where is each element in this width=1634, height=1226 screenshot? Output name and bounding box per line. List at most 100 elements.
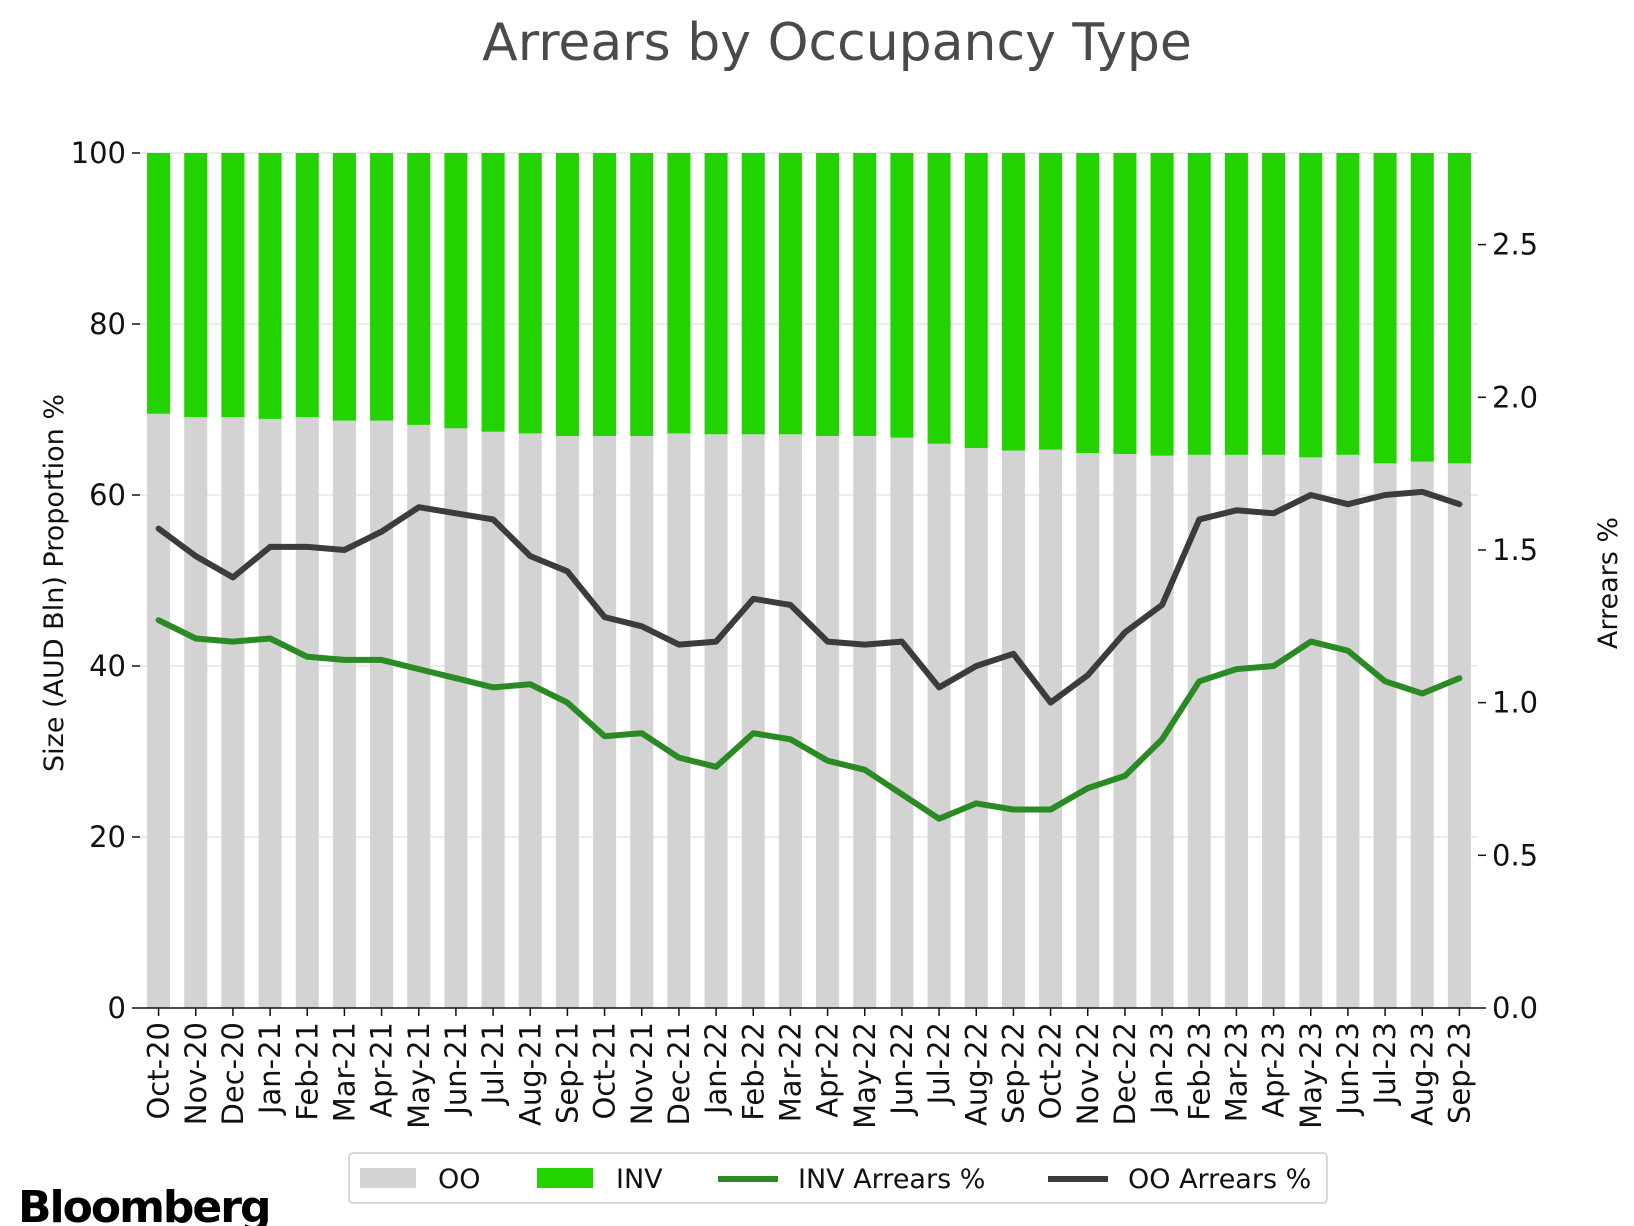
x-tick-label-Apr-22: Apr-22 — [811, 1022, 845, 1118]
x-tick-label-Oct-21: Oct-21 — [588, 1022, 622, 1120]
left-tick-label-0: 0 — [108, 991, 126, 1025]
bar-inv-Nov-21 — [630, 153, 654, 437]
bar-inv-Jun-23 — [1336, 153, 1360, 455]
bar-inv-Oct-21 — [593, 153, 617, 437]
bar-oo-Oct-21 — [593, 436, 617, 1008]
bar-oo-Dec-20 — [221, 417, 245, 1008]
bar-inv-May-23 — [1299, 153, 1323, 458]
bar-inv-Aug-22 — [964, 153, 988, 448]
x-tick-label-Jun-21: Jun-21 — [439, 1022, 473, 1117]
bar-oo-Aug-21 — [518, 433, 542, 1008]
bar-inv-Mar-21 — [332, 153, 356, 421]
bar-inv-Dec-21 — [667, 153, 691, 434]
bar-inv-Dec-22 — [1113, 153, 1137, 454]
x-tick-label-Jul-21: Jul-21 — [476, 1022, 510, 1106]
bar-oo-Aug-22 — [964, 447, 988, 1009]
bar-inv-Feb-21 — [295, 153, 319, 418]
x-tick-label-Sep-22: Sep-22 — [996, 1022, 1030, 1124]
bar-oo-Nov-22 — [1076, 453, 1100, 1009]
bar-oo-Sep-23 — [1447, 463, 1471, 1008]
bar-oo-Mar-22 — [778, 434, 802, 1008]
line-inv-arrears — [155, 617, 1463, 822]
bar-oo-Jun-23 — [1336, 454, 1360, 1008]
bar-inv-Jan-22 — [704, 153, 728, 435]
bar-oo-Aug-23 — [1410, 461, 1434, 1008]
bar-oo-Apr-21 — [370, 420, 394, 1008]
x-tick-label-Oct-20: Oct-20 — [142, 1022, 176, 1120]
x-tick-label-May-23: May-23 — [1294, 1022, 1328, 1129]
bar-oo-Apr-23 — [1262, 454, 1286, 1008]
bar-oo-Nov-20 — [184, 417, 208, 1008]
left-tick-label-40: 40 — [89, 649, 126, 683]
legend-frame — [348, 1152, 1328, 1204]
right-tick-label-2.0: 2.0 — [1492, 380, 1538, 414]
chart-title: Arrears by Occupancy Type — [482, 13, 1192, 73]
x-tick-label-Jul-23: Jul-23 — [1368, 1022, 1402, 1106]
x-tick-label-Aug-23: Aug-23 — [1405, 1022, 1439, 1126]
bar-oo-Jul-22 — [927, 443, 951, 1008]
arrears-lines — [155, 488, 1463, 822]
bar-inv-Apr-23 — [1262, 153, 1286, 455]
bar-inv-Jun-21 — [444, 153, 468, 429]
bar-inv-May-22 — [853, 153, 877, 437]
bar-oo-Dec-22 — [1113, 453, 1137, 1009]
x-tick-label-May-21: May-21 — [402, 1022, 436, 1129]
x-tick-label-Jan-22: Jan-22 — [699, 1022, 733, 1116]
bar-inv-Jul-21 — [481, 153, 505, 432]
x-tick-label-Jan-23: Jan-23 — [1145, 1022, 1179, 1116]
bar-oo-May-23 — [1299, 457, 1323, 1008]
bar-inv-Nov-20 — [184, 153, 208, 418]
bar-oo-Mar-23 — [1224, 454, 1248, 1008]
x-tick-label-Nov-21: Nov-21 — [625, 1022, 659, 1125]
x-tick-label-Jun-23: Jun-23 — [1331, 1022, 1365, 1117]
bar-oo-Feb-23 — [1187, 454, 1211, 1008]
left-tick-label-60: 60 — [89, 478, 126, 512]
left-tick-label-80: 80 — [89, 307, 126, 341]
right-tick-label-1.0: 1.0 — [1492, 686, 1538, 720]
bar-oo-May-21 — [407, 424, 431, 1008]
x-tick-label-Apr-23: Apr-23 — [1257, 1022, 1291, 1118]
bar-inv-Oct-20 — [147, 153, 171, 414]
left-axis-label: Size (AUD Bln) Proportion % — [39, 394, 70, 772]
legend-swatch-oo — [360, 1168, 416, 1188]
legend-label-oo-arrears: OO Arrears % — [1128, 1164, 1311, 1195]
bar-inv-Oct-22 — [1039, 153, 1063, 450]
x-tick-label-Sep-21: Sep-21 — [550, 1022, 584, 1124]
bar-inv-Dec-20 — [221, 153, 245, 418]
bar-oo-Apr-22 — [816, 436, 840, 1008]
left-tick-label-100: 100 — [71, 136, 126, 170]
x-tick-label-Aug-21: Aug-21 — [513, 1022, 547, 1126]
bar-inv-May-21 — [407, 153, 431, 425]
bar-oo-Jun-21 — [444, 428, 468, 1008]
legend-label-inv: INV — [616, 1164, 663, 1195]
x-tick-label-Nov-20: Nov-20 — [179, 1022, 213, 1125]
bar-oo-Sep-21 — [555, 436, 579, 1008]
bar-oo-Oct-20 — [147, 413, 171, 1008]
left-tick-label-20: 20 — [89, 820, 126, 854]
bar-oo-Sep-22 — [1001, 450, 1025, 1008]
bar-inv-Jul-23 — [1373, 153, 1397, 464]
x-tick-label-Jul-22: Jul-22 — [922, 1022, 956, 1106]
x-tick-label-Jun-22: Jun-22 — [885, 1022, 919, 1117]
bloomberg-logo: Bloomberg — [18, 1182, 269, 1226]
bar-inv-Aug-21 — [518, 153, 542, 434]
bar-oo-Mar-21 — [332, 420, 356, 1008]
bar-oo-May-22 — [853, 436, 877, 1008]
bar-inv-Jun-22 — [890, 153, 914, 438]
bar-oo-Nov-21 — [630, 436, 654, 1008]
bar-inv-Jan-23 — [1150, 153, 1174, 456]
bar-oo-Oct-22 — [1039, 449, 1063, 1008]
x-tick-label-Jan-21: Jan-21 — [253, 1022, 287, 1116]
bar-inv-Sep-22 — [1001, 153, 1025, 451]
right-tick-label-0.5: 0.5 — [1492, 838, 1538, 872]
bar-oo-Jan-21 — [258, 418, 282, 1008]
bar-inv-Sep-23 — [1447, 153, 1471, 464]
bar-oo-Jan-22 — [704, 434, 728, 1008]
line-oo-arrears — [155, 488, 1463, 706]
bar-inv-Feb-23 — [1187, 153, 1211, 455]
x-tick-label-May-22: May-22 — [848, 1022, 882, 1129]
x-tick-label-Oct-22: Oct-22 — [1034, 1022, 1068, 1120]
bar-inv-Feb-22 — [741, 153, 765, 435]
